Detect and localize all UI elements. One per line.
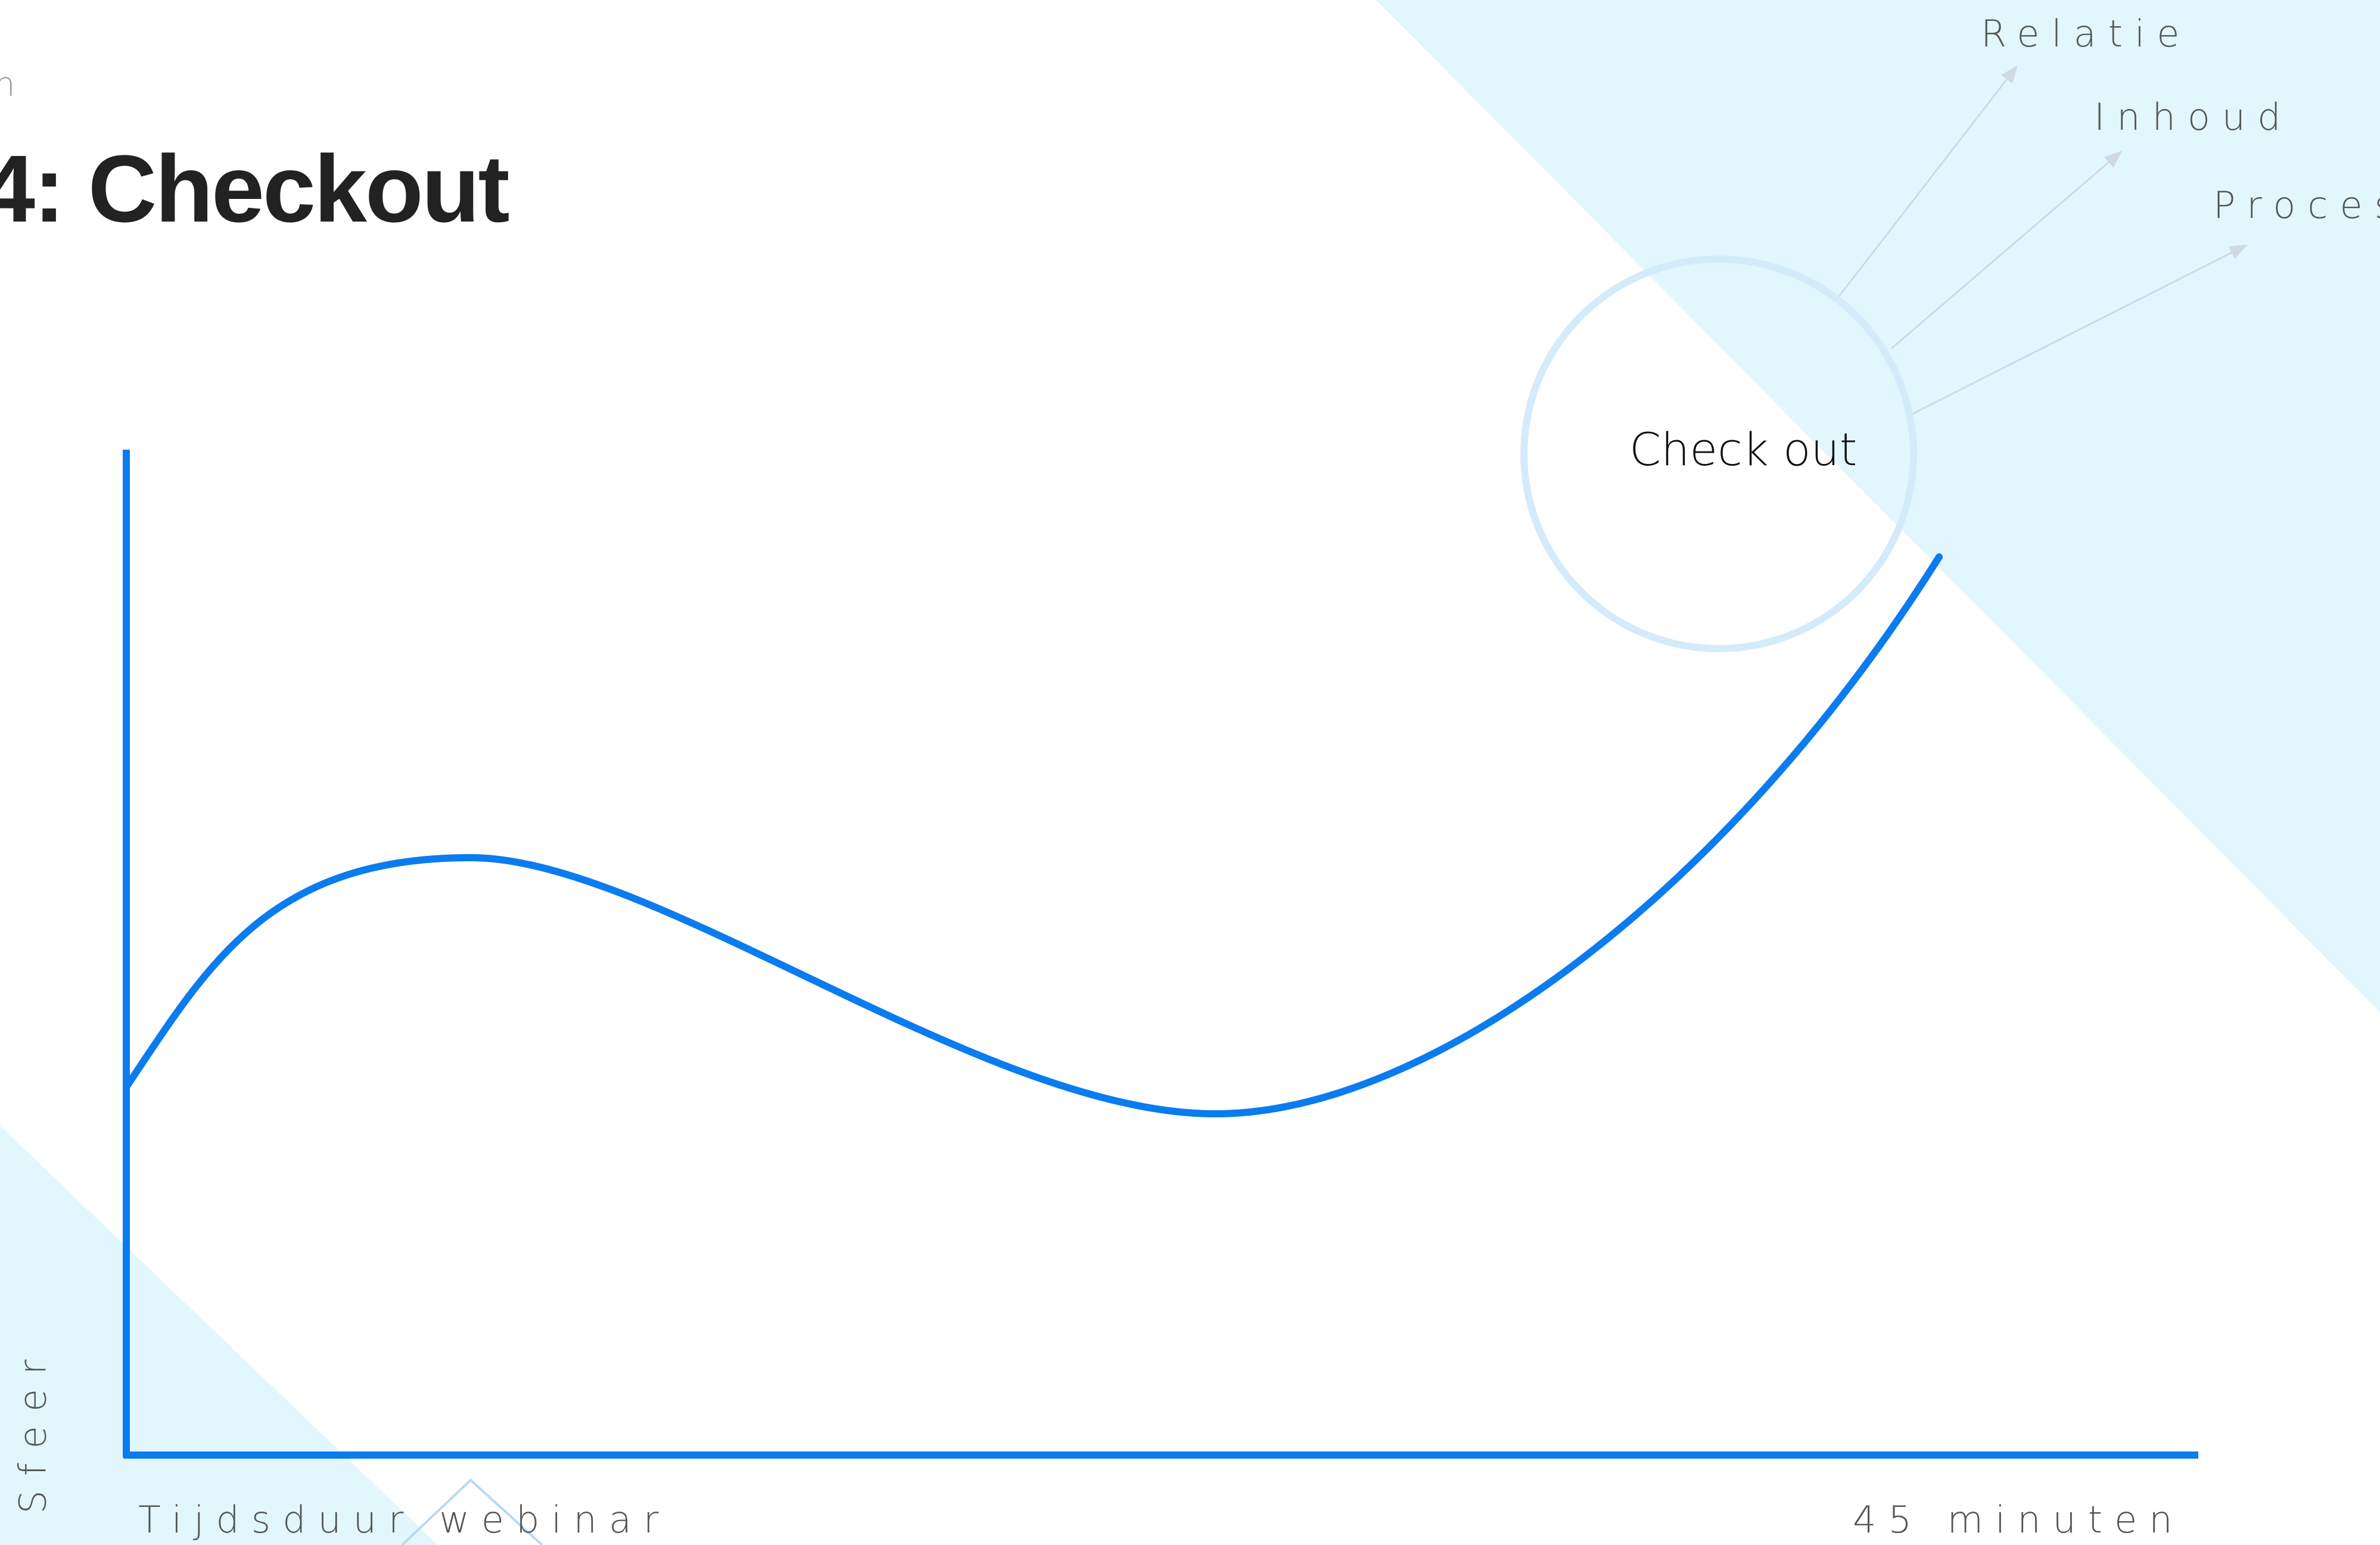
x-axis-end-label: 45 minuten: [1853, 1498, 2185, 1541]
decorative-diamond: [401, 1478, 543, 1545]
slide-title: 4: Checkout: [0, 135, 510, 242]
connector-proces: [1912, 244, 2248, 415]
callout-item-proces: Proces: [2213, 183, 2380, 227]
checkout-circle: [1520, 256, 1917, 652]
callout-item-inhoud: Inhoud: [2094, 95, 2293, 139]
connector-inhoud: [1891, 151, 2123, 350]
background-shape-right: [1376, 0, 2380, 1013]
callout-item-relatie: Relatie: [1981, 12, 2192, 55]
background-shape-left: [0, 1126, 438, 1545]
y-axis-label: Sfeer: [11, 1345, 55, 1514]
slide-subtitle: n: [0, 66, 21, 104]
mood-curve: [123, 553, 1943, 1118]
x-axis-start-label: Tijdsduur webinar: [138, 1498, 671, 1541]
checkout-label: Check out: [1629, 423, 1858, 476]
connector-relatie: [1837, 65, 2018, 298]
